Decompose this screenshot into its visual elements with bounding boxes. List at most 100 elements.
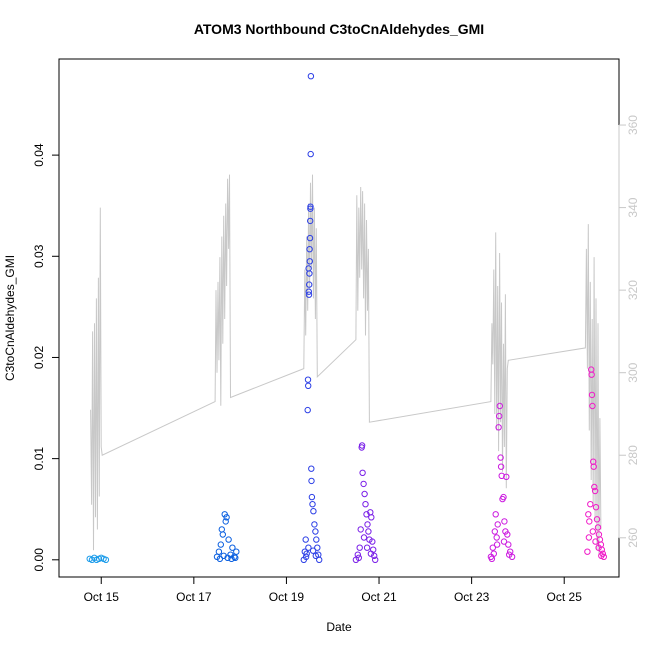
data-point-series-3 xyxy=(361,490,368,498)
data-point-series-3 xyxy=(363,511,370,518)
x-tick-label: Oct 15 xyxy=(84,590,120,604)
y2-tick-label: 340 xyxy=(626,197,640,217)
y-tick-label: 0.01 xyxy=(32,447,46,471)
data-point-series-5 xyxy=(593,516,601,523)
y-tick-label: 0.00 xyxy=(32,548,46,572)
data-point-series-4 xyxy=(493,534,500,541)
y-tick-label: 0.02 xyxy=(32,345,46,369)
x-tick-label: Oct 25 xyxy=(547,590,583,604)
y-tick-label: 0.03 xyxy=(32,244,46,268)
data-point-series-5 xyxy=(598,546,605,553)
data-point-series-2 xyxy=(310,508,317,515)
data-point-series-3 xyxy=(365,528,372,535)
data-point-series-2 xyxy=(307,203,314,210)
data-point-series-3 xyxy=(371,552,378,559)
axes-layer: Oct 15 Oct 17 Oct 19 Oct 21 Oct 23 Oct 25 0.00… xyxy=(32,115,640,604)
y2-tick-label: 360 xyxy=(626,115,640,135)
data-point-series-4 xyxy=(505,541,512,548)
data-point-series-3 xyxy=(359,469,366,476)
data-point-series-5 xyxy=(594,524,602,531)
data-point-series-5 xyxy=(588,371,595,378)
y-axis-label: C3toCnAldehydes_GMI xyxy=(3,255,17,381)
data-point-series-4 xyxy=(492,511,499,518)
data-point-series-1 xyxy=(224,554,231,561)
data-point-series-2 xyxy=(306,270,313,277)
points-layer xyxy=(86,73,607,563)
data-point-series-2 xyxy=(308,477,315,485)
data-point-series-2 xyxy=(307,217,314,225)
data-point-series-3 xyxy=(355,554,362,561)
data-point-series-4 xyxy=(504,531,511,538)
data-point-series-2 xyxy=(306,281,313,288)
data-point-series-2 xyxy=(306,234,314,242)
data-point-series-5 xyxy=(592,538,599,545)
data-point-series-5 xyxy=(591,487,599,495)
data-point-series-2 xyxy=(309,547,317,554)
data-point-series-1 xyxy=(218,526,226,533)
data-point-series-3 xyxy=(354,551,361,558)
chart-title: ATOM3 Northbound C3toCnAldehydes_GMI xyxy=(194,21,484,37)
data-point-series-2 xyxy=(313,536,320,543)
data-point-series-3 xyxy=(358,442,366,449)
data-point-series-4 xyxy=(495,424,502,431)
data-point-series-4 xyxy=(491,528,498,535)
y2-tick-label: 300 xyxy=(626,362,640,382)
data-point-series-1 xyxy=(223,514,230,521)
data-point-series-1 xyxy=(219,531,227,538)
data-point-series-5 xyxy=(591,483,598,491)
data-point-series-2 xyxy=(316,556,323,563)
data-point-series-4 xyxy=(497,454,504,461)
data-point-series-5 xyxy=(598,552,605,559)
data-point-series-4 xyxy=(490,550,497,557)
data-point-series-2 xyxy=(302,536,309,543)
data-point-series-2 xyxy=(309,501,316,508)
y2-tick-label: 260 xyxy=(626,527,640,547)
data-point-series-5 xyxy=(586,518,593,525)
data-point-series-4 xyxy=(496,412,503,420)
data-point-series-2 xyxy=(307,73,315,80)
data-point-series-2 xyxy=(305,291,313,298)
y-tick-label: 0.04 xyxy=(32,143,46,167)
data-point-series-1 xyxy=(215,548,223,555)
data-point-series-4 xyxy=(494,521,501,528)
data-point-series-2 xyxy=(303,550,310,557)
data-point-series-4 xyxy=(489,544,496,551)
data-point-series-5 xyxy=(584,548,591,555)
data-point-series-3 xyxy=(372,556,379,563)
x-tick-label: Oct 21 xyxy=(361,590,397,604)
data-point-series-3 xyxy=(357,526,364,533)
data-point-series-4 xyxy=(503,473,510,480)
data-point-series-1 xyxy=(228,555,235,562)
data-point-series-2 xyxy=(305,382,312,389)
data-point-series-1 xyxy=(225,536,232,543)
data-point-series-4 xyxy=(500,493,507,501)
data-point-series-2 xyxy=(305,288,312,295)
data-point-series-3 xyxy=(369,538,376,545)
data-point-series-2 xyxy=(307,150,314,158)
data-point-series-5 xyxy=(589,402,596,410)
data-point-series-3 xyxy=(363,544,371,551)
data-point-series-1 xyxy=(222,518,229,525)
data-point-series-5 xyxy=(587,501,594,508)
data-point-series-4 xyxy=(500,538,508,545)
data-point-series-2 xyxy=(311,521,318,528)
x-axis-label: Date xyxy=(326,620,352,634)
data-point-series-1 xyxy=(229,544,236,551)
y2-tick-label: 280 xyxy=(626,445,640,465)
data-point-series-2 xyxy=(305,544,312,551)
data-point-series-4 xyxy=(506,551,513,558)
data-point-series-2 xyxy=(302,553,310,560)
data-point-series-2 xyxy=(308,493,316,501)
x-tick-label: Oct 23 xyxy=(454,590,490,604)
data-point-series-2 xyxy=(308,465,315,472)
data-point-series-5 xyxy=(585,534,593,541)
data-point-series-5 xyxy=(595,544,602,551)
data-point-series-3 xyxy=(356,544,363,551)
data-point-series-3 xyxy=(360,480,367,488)
data-point-series-1 xyxy=(232,554,239,561)
data-point-series-2 xyxy=(306,258,313,265)
data-point-series-2 xyxy=(307,205,314,212)
data-point-series-4 xyxy=(498,472,505,479)
data-point-series-5 xyxy=(589,528,596,535)
